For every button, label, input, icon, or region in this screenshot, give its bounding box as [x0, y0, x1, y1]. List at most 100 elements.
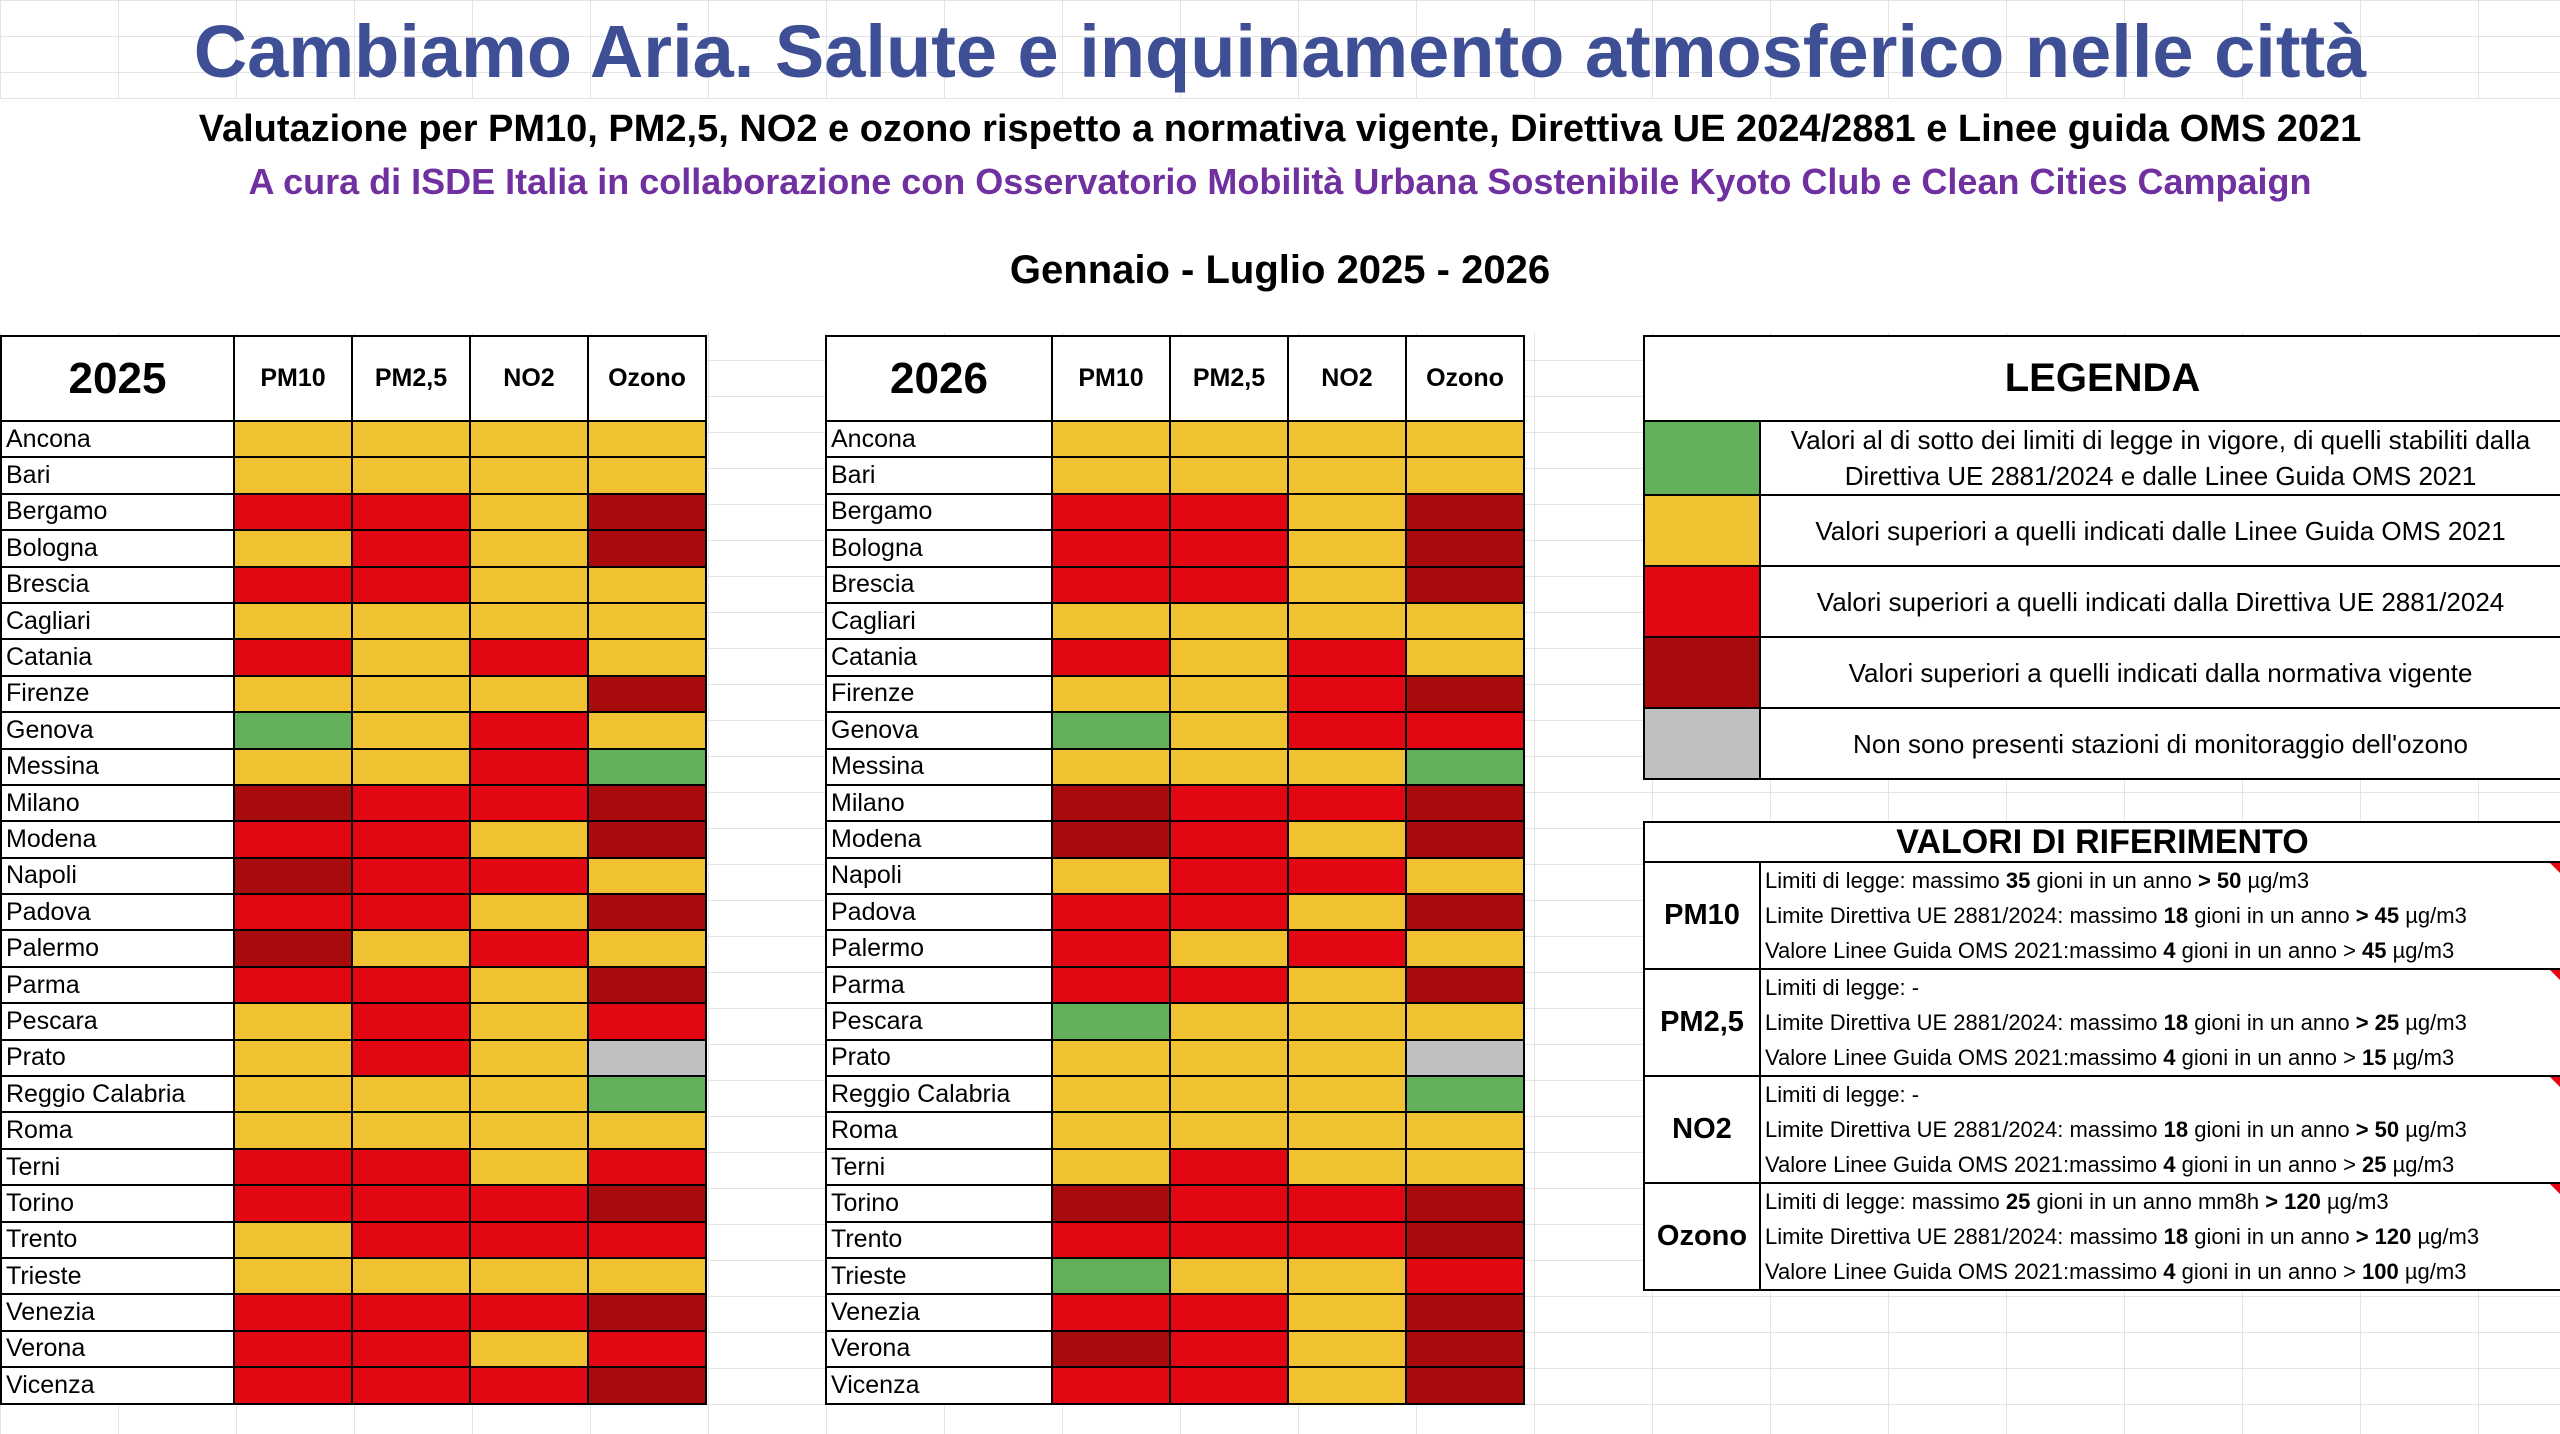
- table-header-row: 2026 PM10 PM2,5 NO2 Ozono: [825, 335, 1525, 422]
- pollutant-label: PM2,5: [1643, 968, 1761, 1077]
- city-name: Roma: [0, 1111, 235, 1150]
- cell-pm25: [351, 783, 471, 823]
- year-header: 2025: [0, 335, 235, 422]
- cell-no2: [1287, 820, 1407, 859]
- cell-ozono: [587, 711, 707, 750]
- cell-ozono: [1405, 820, 1525, 859]
- table-row: Trento: [825, 1220, 1525, 1259]
- reference-text: µg/m3: [2386, 1152, 2455, 1177]
- cell-ozono: [587, 601, 707, 641]
- cell-pm25: [351, 1111, 471, 1150]
- reference-text: gioni in un anno: [2188, 1117, 2356, 1142]
- reference-value: 4: [2163, 1045, 2176, 1070]
- city-name: Firenze: [825, 674, 1053, 714]
- cell-ozono: [1405, 747, 1525, 786]
- cell-no2: [469, 711, 589, 750]
- reference-text: µg/m3: [2399, 1010, 2467, 1035]
- cell-pm10: [1051, 965, 1171, 1005]
- cell-no2: [469, 601, 589, 641]
- cell-no2: [1287, 893, 1407, 932]
- table-row: Venezia: [0, 1293, 707, 1332]
- table-row: Bergamo: [825, 492, 1525, 532]
- cell-pm10: [1051, 492, 1171, 532]
- cell-pm25: [1169, 965, 1289, 1005]
- cell-pm10: [1051, 1184, 1171, 1223]
- table-row: Torino: [0, 1184, 707, 1223]
- cell-ozono: [1405, 929, 1525, 968]
- city-name: Brescia: [825, 565, 1053, 604]
- reference-value: 25: [2005, 1189, 2031, 1214]
- city-name: Pescara: [825, 1002, 1053, 1041]
- cell-pm25: [351, 638, 471, 677]
- reference-line: Valore Linee Guida OMS 2021:massimo 4 gi…: [1765, 1040, 2560, 1075]
- legend-item: Valori superiori a quelli indicati dalle…: [1643, 494, 2560, 567]
- table-row: Torino: [825, 1184, 1525, 1223]
- city-name: Cagliari: [0, 601, 235, 641]
- cell-no2: [1287, 1256, 1407, 1296]
- city-name: Venezia: [0, 1293, 235, 1332]
- cell-no2: [1287, 711, 1407, 750]
- city-name: Reggio Calabria: [825, 1075, 1053, 1114]
- reference-text: µg/m3: [2399, 1117, 2467, 1142]
- city-name: Padova: [825, 893, 1053, 932]
- cell-ozono: [1405, 601, 1525, 641]
- reference-group: PM10 Limiti di legge: massimo 35 gioni in…: [1643, 861, 2560, 970]
- cell-no2: [1287, 1147, 1407, 1187]
- cell-ozono: [587, 1220, 707, 1259]
- cell-ozono: [587, 456, 707, 495]
- city-name: Reggio Calabria: [0, 1075, 235, 1114]
- reference-text: µg/m3: [2386, 1045, 2455, 1070]
- legend-swatch: [1643, 420, 1761, 496]
- table-row: Firenze: [825, 674, 1525, 714]
- cell-no2: [469, 1184, 589, 1223]
- cell-ozono: [587, 747, 707, 786]
- cell-no2: [1287, 1111, 1407, 1150]
- reference-line: Valore Linee Guida OMS 2021:massimo 4 gi…: [1765, 1254, 2560, 1289]
- reference-group: NO2 Limiti di legge: - Limite Direttiva UE…: [1643, 1075, 2560, 1184]
- table-row: Bologna: [825, 529, 1525, 568]
- cell-ozono: [587, 1038, 707, 1078]
- cell-pm25: [351, 1293, 471, 1332]
- city-name: Bologna: [0, 529, 235, 568]
- cell-no2: [469, 565, 589, 604]
- table-row: Catania: [825, 638, 1525, 677]
- city-name: Bari: [0, 456, 235, 495]
- cell-no2: [1287, 856, 1407, 896]
- city-name: Verona: [0, 1329, 235, 1369]
- reference-text: µg/m3: [2241, 868, 2310, 893]
- cell-pm10: [1051, 1293, 1171, 1332]
- cell-ozono: [1405, 674, 1525, 714]
- cell-ozono: [587, 565, 707, 604]
- cell-no2: [469, 929, 589, 968]
- reference-text: gioni in un anno >: [2175, 1152, 2363, 1177]
- cell-pm10: [1051, 820, 1171, 859]
- city-name: Bari: [825, 456, 1053, 495]
- city-name: Ancona: [825, 419, 1053, 459]
- cell-pm10: [233, 674, 353, 714]
- table-row: Terni: [0, 1147, 707, 1187]
- city-name: Palermo: [825, 929, 1053, 968]
- reference-text: µg/m3: [2386, 938, 2455, 963]
- cell-ozono: [587, 929, 707, 968]
- reference-text: Limite Direttiva UE 2881/2024: massimo: [1765, 903, 2164, 928]
- cell-pm25: [351, 711, 471, 750]
- cell-pm25: [1169, 1329, 1289, 1369]
- cell-ozono: [1405, 1293, 1525, 1332]
- col-no2-header: NO2: [1287, 335, 1407, 422]
- cell-pm25: [351, 674, 471, 714]
- cell-pm10: [233, 1220, 353, 1259]
- table-row: Reggio Calabria: [0, 1075, 707, 1114]
- cell-ozono: [587, 1293, 707, 1332]
- table-row: Catania: [0, 638, 707, 677]
- city-name: Prato: [0, 1038, 235, 1078]
- table-body: Ancona Bari Bergamo Bologna Brescia Cagliari C…: [825, 419, 1525, 1405]
- city-name: Napoli: [825, 856, 1053, 896]
- table-row: Cagliari: [825, 601, 1525, 641]
- cell-pm10: [233, 711, 353, 750]
- table-row: Vicenza: [825, 1366, 1525, 1405]
- cell-pm25: [1169, 601, 1289, 641]
- cell-pm10: [233, 1002, 353, 1041]
- cell-pm25: [351, 893, 471, 932]
- city-name: Cagliari: [825, 601, 1053, 641]
- city-name: Torino: [825, 1184, 1053, 1223]
